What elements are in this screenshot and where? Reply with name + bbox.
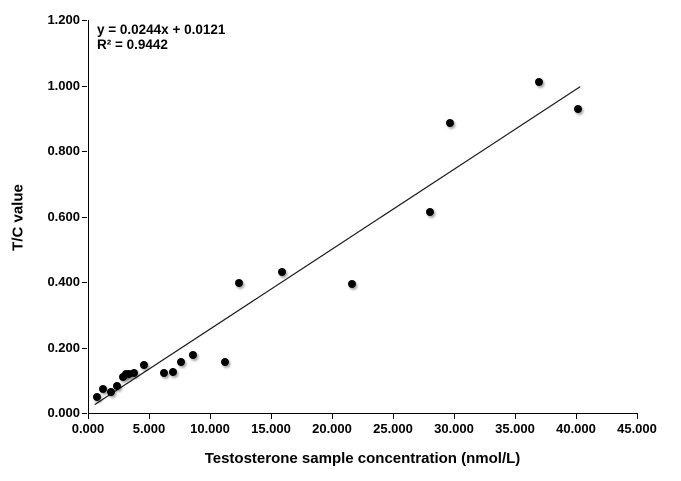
y-tick-label: 0.800 — [47, 143, 80, 158]
x-axis-line — [88, 413, 638, 414]
y-tick — [82, 20, 87, 21]
x-axis-title: Testosterone sample concentration (nmol/… — [204, 450, 521, 467]
data-point — [425, 208, 434, 217]
trendline-equation: y = 0.0244x + 0.0121 R² = 0.9442 — [97, 22, 225, 52]
x-tick-label: 10.000 — [190, 421, 230, 436]
x-tick-label: 45.000 — [617, 421, 657, 436]
y-tick — [82, 85, 87, 87]
x-tick — [88, 414, 89, 419]
data-point — [92, 392, 101, 401]
x-tick-label: 40.000 — [556, 421, 596, 436]
data-point — [446, 118, 455, 127]
x-tick — [576, 414, 577, 419]
x-tick — [515, 414, 516, 419]
data-point — [169, 368, 178, 377]
data-point — [98, 385, 107, 394]
x-tick-label: 30.000 — [434, 421, 474, 436]
data-point — [130, 369, 139, 378]
y-tick-label: 0.000 — [47, 405, 80, 420]
trend-line — [94, 86, 581, 406]
y-tick — [82, 151, 87, 152]
y-tick — [82, 282, 87, 283]
y-tick — [82, 413, 87, 414]
y-tick — [82, 347, 87, 349]
y-tick — [82, 216, 87, 218]
x-tick-label: 15.000 — [251, 421, 291, 436]
x-tick-label: 0.000 — [71, 421, 105, 436]
data-point — [159, 369, 168, 378]
y-axis-title: T/C value — [9, 184, 27, 251]
x-tick-label: 35.000 — [495, 421, 535, 436]
x-tick — [637, 414, 638, 419]
y-tick-label: 1.200 — [47, 12, 80, 27]
data-point — [277, 267, 286, 276]
data-point — [235, 278, 244, 287]
data-point — [347, 279, 356, 288]
x-tick — [210, 414, 211, 419]
data-point — [176, 357, 185, 366]
x-tick — [149, 414, 150, 419]
x-tick-label: 5.000 — [132, 421, 166, 436]
x-tick — [271, 414, 272, 419]
data-point — [107, 388, 116, 397]
data-point — [140, 360, 149, 369]
y-tick-label: 0.200 — [47, 339, 80, 355]
data-point — [220, 357, 229, 366]
y-tick-label: 1.000 — [47, 77, 80, 93]
y-axis-line — [88, 20, 89, 414]
data-point — [188, 351, 197, 360]
x-tick — [393, 414, 394, 419]
data-point — [113, 382, 122, 391]
x-tick-label: 20.000 — [312, 421, 352, 436]
x-tick — [454, 414, 455, 419]
data-point — [535, 77, 544, 86]
r-squared-line: R² = 0.9442 — [97, 37, 168, 52]
equation-line: y = 0.0244x + 0.0121 — [97, 22, 226, 37]
data-point — [125, 370, 134, 379]
data-point — [574, 105, 583, 114]
y-tick-label: 0.600 — [47, 208, 80, 224]
y-tick-label: 0.400 — [47, 274, 80, 289]
x-tick — [332, 414, 333, 419]
x-tick-label: 25.000 — [373, 421, 413, 436]
